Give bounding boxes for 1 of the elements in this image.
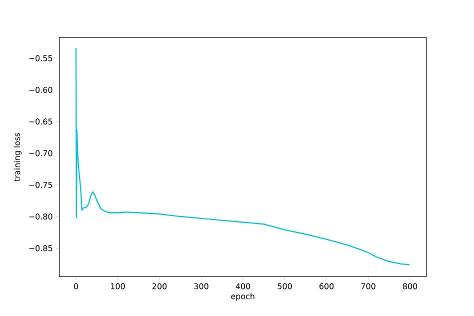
line-series	[75, 47, 410, 266]
